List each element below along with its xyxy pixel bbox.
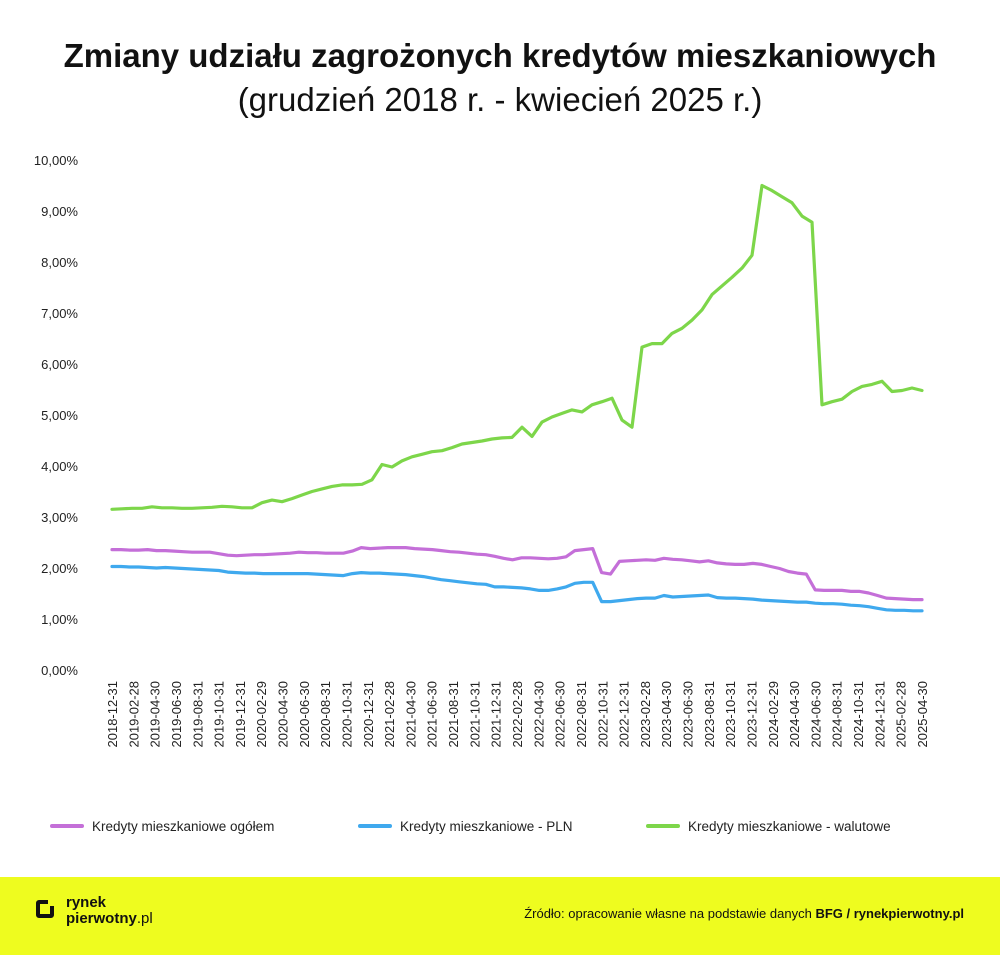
legend-label-1: Kredyty mieszkaniowe ogółem bbox=[92, 819, 274, 834]
y-tick-label: 6,00% bbox=[41, 357, 78, 372]
series-line-2 bbox=[110, 564, 924, 613]
x-tick-label: 2022-04-30 bbox=[531, 681, 546, 748]
x-tick-label: 2024-12-31 bbox=[872, 681, 887, 748]
x-tick-label: 2021-06-30 bbox=[425, 681, 440, 748]
y-tick-label: 7,00% bbox=[41, 306, 78, 321]
x-tick-label: 2019-02-28 bbox=[126, 681, 141, 748]
x-tick-label: 2018-12-31 bbox=[105, 681, 120, 748]
x-tick-label: 2022-02-28 bbox=[510, 681, 525, 748]
x-tick-label: 2023-08-31 bbox=[702, 681, 717, 748]
x-tick-label: 2024-08-31 bbox=[830, 681, 845, 748]
x-tick-label: 2019-12-31 bbox=[233, 681, 248, 748]
x-tick-label: 2020-06-30 bbox=[297, 681, 312, 748]
x-tick-label: 2023-06-30 bbox=[681, 681, 696, 748]
x-tick-label: 2020-02-29 bbox=[254, 681, 269, 748]
logo-line-2: pierwotny bbox=[66, 910, 137, 927]
x-axis: 2018-12-31 2019-02-28 2019-04-30 2019-06-30… bbox=[105, 681, 930, 748]
x-tick-label: 2021-04-30 bbox=[403, 681, 418, 748]
line-chart: 0,00% 1,00% 2,00% 3,00% 4,00% 5,00% 6,00% 7,00%… bbox=[34, 153, 930, 834]
logo-text: rynek pierwotny.pl bbox=[66, 895, 206, 927]
x-tick-label: 2021-02-28 bbox=[382, 681, 397, 748]
x-tick-label: 2019-10-31 bbox=[212, 681, 227, 748]
source-prefix: Źródło: opracowanie własne na podstawie … bbox=[524, 906, 812, 921]
x-tick-label: 2020-08-31 bbox=[318, 681, 333, 748]
source-note: Źródło: opracowanie własne na podstawie … bbox=[524, 906, 964, 921]
x-tick-label: 2025-02-28 bbox=[894, 681, 909, 748]
x-tick-label: 2019-04-30 bbox=[148, 681, 163, 748]
x-tick-label: 2019-08-31 bbox=[190, 681, 205, 748]
x-tick-label: 2023-12-31 bbox=[744, 681, 759, 748]
x-tick-label: 2022-06-30 bbox=[553, 681, 568, 748]
x-tick-label: 2023-10-31 bbox=[723, 681, 738, 748]
y-tick-label: 9,00% bbox=[41, 204, 78, 219]
legend-label-3: Kredyty mieszkaniowe - walutowe bbox=[688, 819, 891, 834]
series-lines bbox=[110, 183, 924, 613]
x-tick-label: 2022-12-31 bbox=[617, 681, 632, 748]
x-tick-label: 2020-04-30 bbox=[276, 681, 291, 748]
x-tick-label: 2024-02-29 bbox=[766, 681, 781, 748]
logo-mark-icon bbox=[36, 898, 56, 918]
source-bold: BFG / rynekpierwotny.pl bbox=[815, 906, 964, 921]
x-tick-label: 2022-10-31 bbox=[595, 681, 610, 748]
y-tick-label: 10,00% bbox=[34, 153, 79, 168]
x-tick-label: 2022-08-31 bbox=[574, 681, 589, 748]
x-tick-label: 2020-10-31 bbox=[339, 681, 354, 748]
x-tick-label: 2024-10-31 bbox=[851, 681, 866, 748]
chart-title-bold: Zmiany udziału zagrożonych kredytów mies… bbox=[63, 37, 937, 74]
y-tick-label: 5,00% bbox=[41, 408, 78, 423]
y-tick-label: 0,00% bbox=[41, 663, 78, 678]
logo-suffix: .pl bbox=[136, 910, 153, 927]
x-tick-label: 2023-04-30 bbox=[659, 681, 674, 748]
series-line-3 bbox=[110, 183, 924, 511]
x-tick-label: 2021-10-31 bbox=[467, 681, 482, 748]
x-tick-label: 2020-12-31 bbox=[361, 681, 376, 748]
y-tick-label: 8,00% bbox=[41, 255, 78, 270]
x-tick-label: 2021-12-31 bbox=[489, 681, 504, 748]
logo-line-1: rynek bbox=[66, 894, 107, 911]
y-tick-label: 4,00% bbox=[41, 459, 78, 474]
x-tick-label: 2024-06-30 bbox=[808, 681, 823, 748]
x-tick-label: 2021-08-31 bbox=[446, 681, 461, 748]
y-tick-label: 3,00% bbox=[41, 510, 78, 525]
series-line-1 bbox=[110, 545, 924, 602]
x-tick-label: 2025-04-30 bbox=[915, 681, 930, 748]
x-tick-label: 2019-06-30 bbox=[169, 681, 184, 748]
x-tick-label: 2023-02-28 bbox=[638, 681, 653, 748]
legend: Kredyty mieszkaniowe ogółem Kredyty miesz… bbox=[50, 819, 891, 834]
y-axis: 0,00% 1,00% 2,00% 3,00% 4,00% 5,00% 6,00% 7,00%… bbox=[34, 153, 79, 678]
y-tick-label: 2,00% bbox=[41, 561, 78, 576]
y-tick-label: 1,00% bbox=[41, 612, 78, 627]
chart-title: Zmiany udziału zagrożonych kredytów mies… bbox=[0, 34, 1000, 122]
chart-title-date-range: (grudzień 2018 r. - kwiecień 2025 r.) bbox=[237, 81, 763, 118]
legend-label-2: Kredyty mieszkaniowe - PLN bbox=[400, 819, 573, 834]
footer-bar: rynek pierwotny.pl Źródło: opracowanie w… bbox=[0, 877, 1000, 955]
x-tick-label: 2024-04-30 bbox=[787, 681, 802, 748]
